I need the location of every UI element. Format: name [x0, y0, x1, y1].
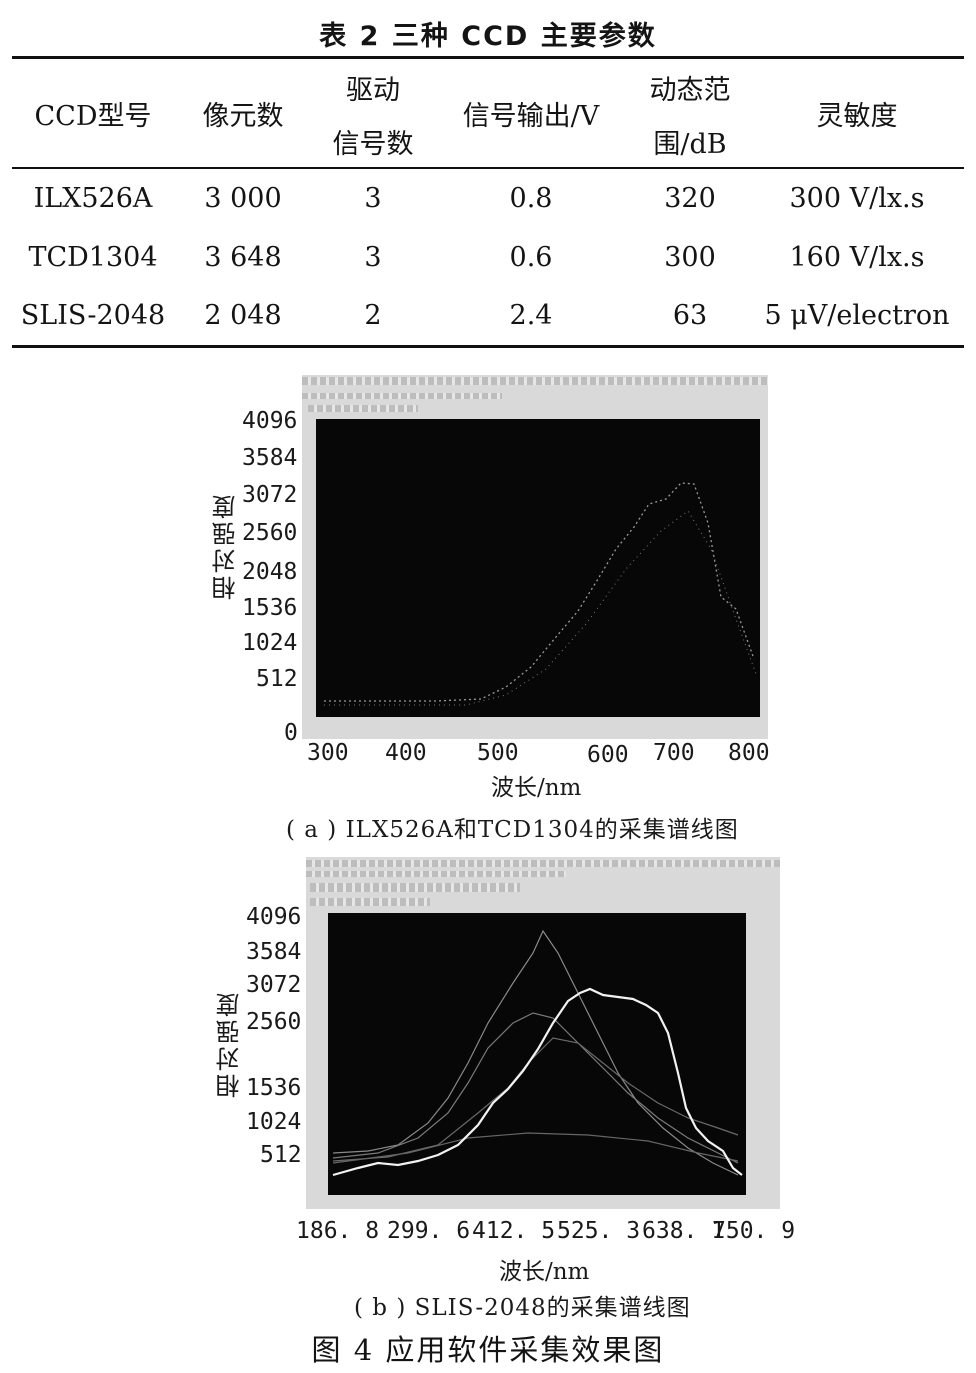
x-tick-b: 750. 9 — [712, 1218, 796, 1244]
cell-drive-signals: 3 — [364, 183, 382, 214]
software-screenshot-a — [302, 375, 768, 739]
x-axis-label-a: 波长/nm — [491, 775, 582, 801]
spectrum-plot-area — [328, 913, 746, 1195]
subfigure-caption-b: ( b ) SLIS-2048的采集谱线图 — [354, 1295, 691, 1321]
subfigure-caption-a: ( a ) ILX526A和TCD1304的采集谱线图 — [286, 817, 739, 843]
cell-signal-output: 0.6 — [509, 242, 553, 273]
cell-dynamic-range: 300 — [664, 242, 716, 273]
y-tick-b: 1024 — [246, 1109, 302, 1135]
window-titlebar — [306, 860, 780, 867]
cell-sensitivity: 300 V/lx.s — [789, 183, 925, 214]
y-tick-a: 512 — [256, 666, 298, 692]
y-tick-b: 1536 — [246, 1075, 302, 1101]
y-axis-label-b: 相对强度 — [216, 990, 244, 1098]
cell-model: ILX526A — [33, 183, 153, 214]
spectrum-lines-a — [324, 482, 757, 706]
toolbar — [310, 883, 520, 892]
x-tick-b: 525. 3 — [557, 1218, 641, 1244]
table-caption: 表 2 三种 CCD 主要参数 — [319, 21, 657, 52]
cell-dynamic-range: 320 — [664, 183, 716, 214]
cell-signal-output: 0.8 — [509, 183, 553, 214]
x-tick-a: 400 — [385, 740, 427, 766]
header-sensitivity: 灵敏度 — [816, 101, 898, 132]
y-tick-b: 3072 — [246, 972, 302, 998]
y-tick-a: 3584 — [242, 445, 298, 471]
y-tick-a: 0 — [284, 720, 298, 746]
x-tick-b: 299. 6 — [387, 1218, 471, 1244]
x-tick-a: 800 — [728, 740, 770, 766]
cell-sensitivity: 160 V/lx.s — [789, 242, 925, 273]
y-tick-a: 2560 — [242, 520, 298, 546]
x-tick-a: 600 — [587, 742, 629, 768]
y-tick-b: 3584 — [246, 939, 302, 965]
menu-bar — [306, 871, 566, 877]
software-screenshot-b — [306, 857, 780, 1209]
header-signal-output: 信号输出/V — [462, 101, 600, 132]
cell-drive-signals: 3 — [364, 242, 382, 273]
y-tick-a: 2048 — [242, 559, 298, 585]
header-ccd-model: CCD型号 — [34, 101, 152, 132]
table-top-rule — [12, 56, 964, 59]
header-pixel-count: 像元数 — [202, 101, 284, 132]
spectrum-plot-area — [316, 419, 760, 717]
cell-dynamic-range: 63 — [672, 300, 708, 331]
y-tick-b: 512 — [260, 1142, 302, 1168]
table-header-rule — [12, 167, 964, 169]
menu-bar — [302, 393, 502, 399]
cell-pixels: 3 000 — [204, 183, 282, 214]
y-tick-a: 4096 — [242, 408, 298, 434]
header-drive-signals-line1: 驱动 — [346, 75, 400, 106]
x-tick-a: 300 — [307, 740, 349, 766]
header-dynamic-range-line1: 动态范 — [649, 75, 731, 106]
header-drive-signals-line2: 信号数 — [332, 129, 414, 160]
cell-drive-signals: 2 — [364, 300, 382, 331]
cell-sensitivity: 5 μV/electron — [764, 300, 950, 331]
figure-caption: 图 4 应用软件采集效果图 — [311, 1333, 665, 1367]
table-bottom-rule — [12, 345, 964, 348]
x-axis-label-b: 波长/nm — [499, 1259, 590, 1285]
x-tick-b: 186. 8 — [296, 1218, 380, 1244]
y-tick-b: 4096 — [246, 904, 302, 930]
cell-pixels: 3 648 — [204, 242, 282, 273]
window-titlebar — [302, 377, 768, 385]
cell-model: SLIS-2048 — [20, 300, 166, 331]
x-tick-a: 700 — [653, 740, 695, 766]
cell-pixels: 2 048 — [204, 300, 282, 331]
y-tick-a: 1024 — [242, 630, 298, 656]
y-axis-label-a: 相对强度 — [212, 492, 240, 600]
y-tick-a: 3072 — [242, 482, 298, 508]
header-dynamic-range-line2: 围/dB — [653, 129, 727, 160]
x-tick-b: 412. 5 — [472, 1218, 556, 1244]
cell-signal-output: 2.4 — [509, 300, 553, 331]
spectrum-lines-b — [332, 929, 743, 1177]
x-tick-b: 638. 1 — [642, 1218, 726, 1244]
toolbar — [308, 405, 418, 412]
toolbar — [310, 898, 430, 906]
y-tick-b: 2560 — [246, 1009, 302, 1035]
y-tick-a: 1536 — [242, 595, 298, 621]
x-tick-a: 500 — [477, 740, 519, 766]
cell-model: TCD1304 — [28, 242, 158, 273]
